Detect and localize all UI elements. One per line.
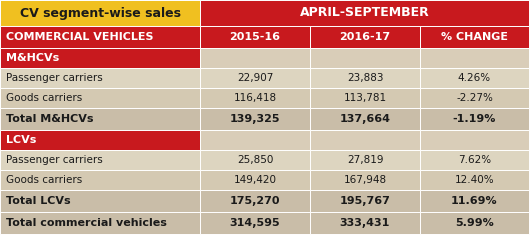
Bar [310, 68, 420, 88]
Bar [310, 170, 420, 190]
Text: LCVs: LCVs [6, 135, 37, 145]
Text: 5.99%: 5.99% [455, 218, 494, 228]
Bar [420, 88, 529, 108]
Bar [420, 26, 529, 48]
Bar [0, 190, 200, 212]
Bar [200, 88, 310, 108]
Bar [0, 212, 200, 234]
Text: 333,431: 333,431 [340, 218, 390, 228]
Text: Total commercial vehicles: Total commercial vehicles [6, 218, 167, 228]
Text: 149,420: 149,420 [234, 175, 277, 185]
Bar [420, 150, 529, 170]
Bar [310, 26, 420, 48]
Text: 167,948: 167,948 [344, 175, 387, 185]
Text: 175,270: 175,270 [230, 196, 280, 206]
Text: -1.19%: -1.19% [453, 114, 496, 124]
Text: -2.27%: -2.27% [456, 93, 493, 103]
Text: 23,883: 23,883 [347, 73, 383, 83]
Bar [0, 150, 200, 170]
Bar [0, 108, 200, 130]
Bar [0, 26, 200, 48]
Bar [420, 108, 529, 130]
Text: 4.26%: 4.26% [458, 73, 491, 83]
Bar [420, 68, 529, 88]
Text: Passenger carriers: Passenger carriers [6, 73, 103, 83]
Text: CV segment-wise sales: CV segment-wise sales [20, 7, 181, 20]
Text: Total LCVs: Total LCVs [6, 196, 71, 206]
Text: 139,325: 139,325 [230, 114, 280, 124]
Bar [200, 26, 310, 48]
Bar [200, 212, 310, 234]
Text: 25,850: 25,850 [237, 155, 273, 165]
Bar [200, 68, 310, 88]
Text: 12.40%: 12.40% [455, 175, 494, 185]
Text: Total M&HCVs: Total M&HCVs [6, 114, 93, 124]
Text: Goods carriers: Goods carriers [6, 175, 82, 185]
Bar [200, 170, 310, 190]
Bar [420, 190, 529, 212]
Bar [310, 150, 420, 170]
Text: M&HCVs: M&HCVs [6, 53, 59, 63]
Bar [420, 48, 529, 68]
Bar [0, 88, 200, 108]
Bar [420, 130, 529, 150]
Text: Passenger carriers: Passenger carriers [6, 155, 103, 165]
Text: % CHANGE: % CHANGE [441, 32, 508, 42]
Bar [310, 108, 420, 130]
Bar [200, 150, 310, 170]
Text: 314,595: 314,595 [230, 218, 280, 228]
Bar [0, 0, 200, 26]
Bar [310, 88, 420, 108]
Bar [200, 130, 310, 150]
Bar [420, 212, 529, 234]
Text: 137,664: 137,664 [339, 114, 390, 124]
Bar [200, 48, 310, 68]
Bar [420, 170, 529, 190]
Text: COMMERCIAL VEHICLES: COMMERCIAL VEHICLES [6, 32, 153, 42]
Text: 2016-17: 2016-17 [339, 32, 391, 42]
Text: 27,819: 27,819 [347, 155, 383, 165]
Bar [310, 212, 420, 234]
Text: 113,781: 113,781 [344, 93, 387, 103]
Bar [0, 170, 200, 190]
Bar [200, 108, 310, 130]
Bar [200, 190, 310, 212]
Text: 2015-16: 2015-16 [229, 32, 280, 42]
Text: 11.69%: 11.69% [451, 196, 498, 206]
Text: APRIL-SEPTEMBER: APRIL-SEPTEMBER [299, 7, 430, 20]
Bar [0, 68, 200, 88]
Text: 116,418: 116,418 [234, 93, 277, 103]
Bar [310, 190, 420, 212]
Bar [0, 130, 200, 150]
Bar [0, 48, 200, 68]
Text: 22,907: 22,907 [237, 73, 273, 83]
Text: 195,767: 195,767 [339, 196, 390, 206]
Text: 7.62%: 7.62% [458, 155, 491, 165]
Text: Goods carriers: Goods carriers [6, 93, 82, 103]
Bar [310, 48, 420, 68]
Bar [200, 0, 529, 26]
Bar [310, 130, 420, 150]
